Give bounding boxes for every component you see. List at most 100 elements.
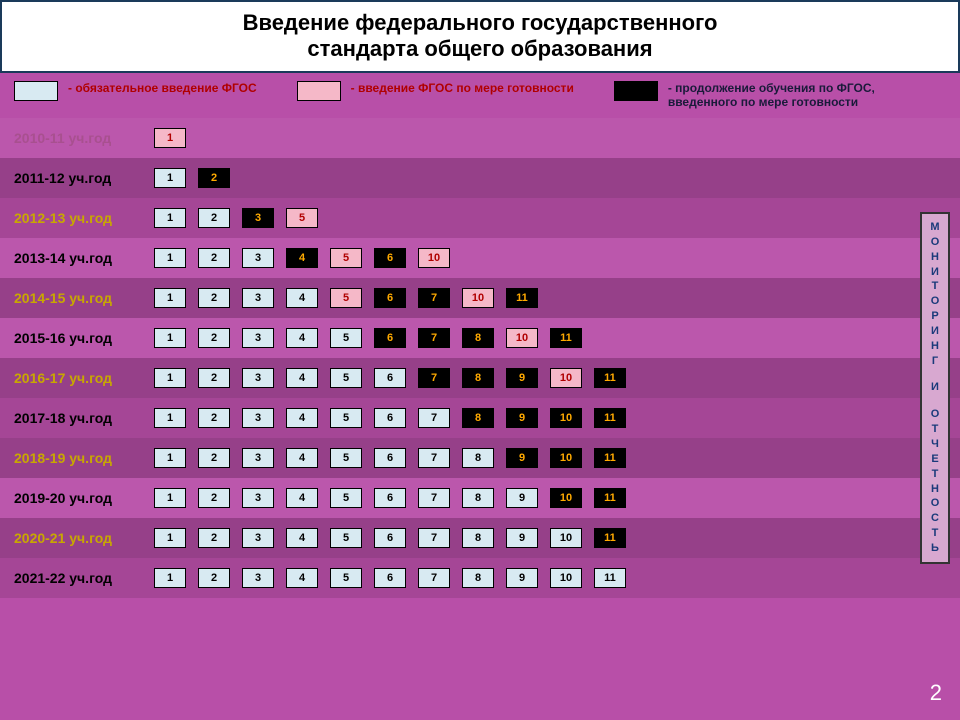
grade-cell: 10 [550, 368, 582, 388]
grade-cell: 4 [286, 528, 318, 548]
year-row: 2013-14 уч.год12345610 [0, 238, 960, 278]
grade-cell: 2 [198, 528, 230, 548]
grade-cell: 5 [330, 488, 362, 508]
year-row: 2011-12 уч.год12 [0, 158, 960, 198]
grade-cell: 5 [330, 568, 362, 588]
grade-cell: 11 [594, 488, 626, 508]
year-label: 2020-21 уч.год [14, 530, 154, 546]
grade-cell: 9 [506, 368, 538, 388]
title-line-1: Введение федерального государственного [12, 10, 948, 36]
grade-cell: 6 [374, 248, 406, 268]
grade-cell: 11 [594, 528, 626, 548]
grade-cell: 9 [506, 448, 538, 468]
grade-cell: 11 [594, 408, 626, 428]
year-row: 2016-17 уч.год1234567891011 [0, 358, 960, 398]
grade-cell: 1 [154, 368, 186, 388]
grade-cell: 8 [462, 528, 494, 548]
grade-cell: 2 [198, 488, 230, 508]
year-label: 2010-11 уч.год [14, 130, 154, 146]
year-cells: 1234567891011 [154, 568, 626, 588]
grade-cell: 10 [550, 488, 582, 508]
legend-item: - введение ФГОС по мере готовности [297, 81, 574, 110]
year-label: 2011-12 уч.год [14, 170, 154, 186]
grade-cell: 2 [198, 168, 230, 188]
grade-cell: 11 [506, 288, 538, 308]
grade-cell: 5 [286, 208, 318, 228]
grade-cell: 5 [330, 248, 362, 268]
page-title: Введение федерального государственного с… [0, 0, 960, 73]
grade-cell: 4 [286, 248, 318, 268]
grade-cell: 3 [242, 248, 274, 268]
year-label: 2017-18 уч.год [14, 410, 154, 426]
grade-cell: 10 [550, 448, 582, 468]
grade-cell: 4 [286, 368, 318, 388]
legend: - обязательное введение ФГОС - введение Ф… [0, 73, 960, 114]
grade-cell: 11 [594, 448, 626, 468]
grade-cell: 8 [462, 448, 494, 468]
grade-cell: 1 [154, 528, 186, 548]
grade-cell: 2 [198, 328, 230, 348]
grade-cell: 3 [242, 528, 274, 548]
grade-cell: 1 [154, 488, 186, 508]
year-row: 2021-22 уч.год1234567891011 [0, 558, 960, 598]
year-row: 2015-16 уч.год123456781011 [0, 318, 960, 358]
grade-cell: 5 [330, 528, 362, 548]
legend-swatch [14, 81, 58, 101]
year-cells: 1 [154, 128, 186, 148]
title-line-2: стандарта общего образования [12, 36, 948, 62]
year-label: 2012-13 уч.год [14, 210, 154, 226]
grade-cell: 6 [374, 568, 406, 588]
year-row: 2018-19 уч.год1234567891011 [0, 438, 960, 478]
grade-cell: 3 [242, 288, 274, 308]
grade-cell: 8 [462, 488, 494, 508]
year-label: 2015-16 уч.год [14, 330, 154, 346]
grade-cell: 1 [154, 568, 186, 588]
grade-cell: 6 [374, 328, 406, 348]
grade-cell: 1 [154, 128, 186, 148]
grade-cell: 2 [198, 408, 230, 428]
grade-cell: 8 [462, 408, 494, 428]
year-label: 2021-22 уч.год [14, 570, 154, 586]
grade-cell: 7 [418, 448, 450, 468]
grade-cell: 7 [418, 568, 450, 588]
year-cells: 1234567891011 [154, 528, 626, 548]
monitoring-label: МОНИТОРИНГИОТЧЕТНОСТЬ [920, 212, 950, 564]
year-cells: 12345671011 [154, 288, 538, 308]
grade-cell: 11 [550, 328, 582, 348]
year-cells: 1234567891011 [154, 408, 626, 428]
year-cells: 12 [154, 168, 230, 188]
grade-cell: 4 [286, 568, 318, 588]
grade-cell: 3 [242, 368, 274, 388]
grade-cell: 4 [286, 448, 318, 468]
grade-cell: 7 [418, 528, 450, 548]
grade-cell: 4 [286, 328, 318, 348]
grade-cell: 9 [506, 528, 538, 548]
legend-text: - введение ФГОС по мере готовности [351, 81, 574, 95]
grade-cell: 3 [242, 328, 274, 348]
grade-cell: 9 [506, 488, 538, 508]
year-row: 2017-18 уч.год1234567891011 [0, 398, 960, 438]
slide-number: 2 [930, 680, 942, 706]
year-row: 2010-11 уч.год1 [0, 118, 960, 158]
grade-cell: 2 [198, 248, 230, 268]
grade-cell: 7 [418, 288, 450, 308]
grade-cell: 6 [374, 528, 406, 548]
grade-cell: 1 [154, 448, 186, 468]
grade-cell: 9 [506, 408, 538, 428]
grade-cell: 5 [330, 448, 362, 468]
grade-cell: 1 [154, 288, 186, 308]
grade-cell: 3 [242, 208, 274, 228]
grade-cell: 7 [418, 408, 450, 428]
year-label: 2013-14 уч.год [14, 250, 154, 266]
grade-cell: 1 [154, 248, 186, 268]
grade-cell: 4 [286, 488, 318, 508]
grade-cell: 10 [550, 408, 582, 428]
legend-item: - продолжение обучения по ФГОС, введенно… [614, 81, 894, 110]
grade-cell: 1 [154, 168, 186, 188]
legend-text: - обязательное введение ФГОС [68, 81, 257, 95]
grade-cell: 10 [506, 328, 538, 348]
legend-text: - продолжение обучения по ФГОС, введенно… [668, 81, 894, 110]
grade-cell: 4 [286, 288, 318, 308]
legend-swatch [297, 81, 341, 101]
grade-cell: 3 [242, 448, 274, 468]
